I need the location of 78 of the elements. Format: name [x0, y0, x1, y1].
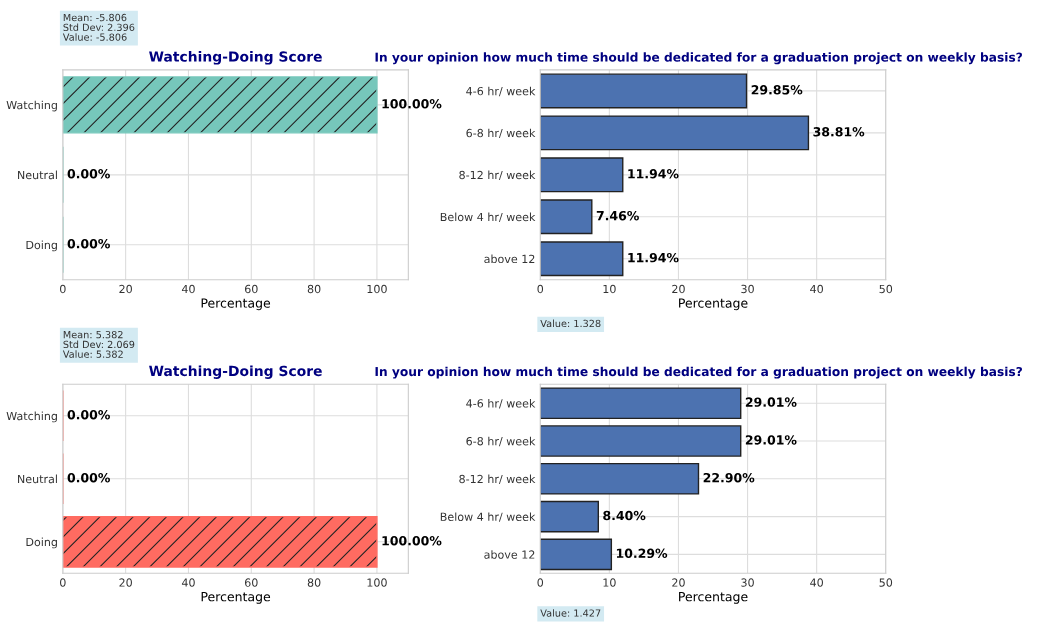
- data-label: 29.01%: [745, 435, 797, 445]
- data-label: 8.40%: [603, 510, 646, 521]
- y-tick-label: 6-8 hr/ week: [466, 436, 536, 447]
- x-tick-label: 40: [181, 578, 195, 587]
- data-label: 22.90%: [703, 472, 755, 483]
- x-tick-label: 60: [244, 578, 258, 587]
- y-tick-label: 8-12 hr/ week: [459, 474, 536, 485]
- x-tick-label: 0: [60, 578, 66, 587]
- x-axis-title: Percentage: [201, 298, 271, 311]
- bar: [540, 73, 748, 109]
- x-tick-label: 50: [879, 284, 893, 294]
- chart-title: Watching-Doing Score: [149, 51, 322, 65]
- y-tick-label: 4-6 hr/ week: [466, 86, 536, 97]
- y-tick-label: Neutral: [18, 474, 57, 484]
- bar: [540, 425, 742, 457]
- x-tick-label: 30: [741, 284, 754, 294]
- y-tick-label: above 12: [484, 550, 535, 559]
- data-label: 0.00%: [67, 472, 110, 483]
- x-tick-label: 100: [367, 284, 387, 294]
- bar: [540, 462, 700, 495]
- data-label: 0.00%: [67, 238, 110, 249]
- data-label: 10.29%: [616, 548, 668, 559]
- x-tick-label: 100: [367, 578, 387, 587]
- bar: [540, 241, 624, 277]
- chart-title: In your opinion how much time should be dedicated for a graduation project on weekly basis?: [375, 52, 1022, 65]
- chart-title: Watching-Doing Score: [149, 365, 322, 379]
- y-tick-label: above 12: [484, 254, 535, 264]
- data-label: 29.85%: [751, 85, 803, 95]
- x-tick-label: 60: [244, 284, 258, 294]
- text: Mean: 5.382 Std Dev: 2.069 Value: 5.382: [62, 330, 135, 358]
- bar: [540, 538, 613, 571]
- x-tick-label: 40: [810, 284, 823, 294]
- y-tick-label: Watching: [6, 100, 57, 112]
- x-tick-label: 0: [537, 284, 544, 294]
- data-label: 100.00%: [382, 535, 442, 546]
- text: Mean: -5.806 Std Dev: 2.396 Value: -5.806: [62, 13, 135, 41]
- data-label: 0.00%: [67, 169, 110, 179]
- x-tick-label: 20: [672, 284, 685, 294]
- data-label: 38.81%: [813, 127, 865, 137]
- x-tick-label: 20: [119, 284, 132, 294]
- data-label: 29.01%: [745, 397, 797, 407]
- bar: [540, 157, 624, 193]
- y-tick-label: Watching: [6, 411, 57, 423]
- y-tick-label: Below 4 hr/ week: [440, 212, 536, 223]
- data-label: 7.46%: [596, 210, 639, 221]
- x-tick-label: 30: [741, 578, 754, 587]
- y-tick-label: Below 4 hr/ week: [440, 512, 536, 522]
- x-tick-label: 10: [603, 578, 616, 587]
- y-tick-label: Neutral: [18, 170, 57, 180]
- x-tick-label: 40: [181, 284, 195, 294]
- x-tick-label: 0: [60, 284, 66, 294]
- x-tick-label: 80: [307, 284, 321, 294]
- x-tick-label: 0: [537, 578, 544, 587]
- text: Value: 1.427: [540, 609, 601, 617]
- x-tick-label: 80: [307, 578, 321, 587]
- y-tick-label: 8-12 hr/ week: [459, 170, 536, 181]
- data-label: 11.94%: [628, 252, 679, 263]
- bar: [540, 199, 593, 235]
- x-axis-title: Percentage: [679, 298, 748, 311]
- data-label: 11.94%: [628, 169, 679, 179]
- x-tick-label: 40: [810, 578, 823, 587]
- y-tick-label: 6-8 hr/ week: [466, 128, 536, 139]
- bar: [540, 115, 810, 151]
- bar: [540, 500, 599, 533]
- y-tick-label: Doing: [26, 537, 57, 549]
- x-tick-label: 10: [603, 284, 616, 294]
- y-tick-label: 4-6 hr/ week: [466, 398, 536, 409]
- chart-title: In your opinion how much time should be dedicated for a graduation project on weekly basis?: [375, 366, 1022, 379]
- x-tick-label: 50: [879, 578, 893, 587]
- bar: [540, 387, 742, 420]
- data-label: 0.00%: [67, 409, 110, 420]
- x-axis-title: Percentage: [679, 592, 748, 604]
- y-tick-label: Doing: [26, 240, 57, 252]
- text: Value: 1.328: [540, 319, 601, 328]
- x-tick-label: 20: [119, 578, 132, 587]
- x-axis-title: Percentage: [201, 592, 271, 604]
- x-tick-label: 20: [672, 578, 685, 587]
- data-label: 100.00%: [382, 99, 442, 109]
